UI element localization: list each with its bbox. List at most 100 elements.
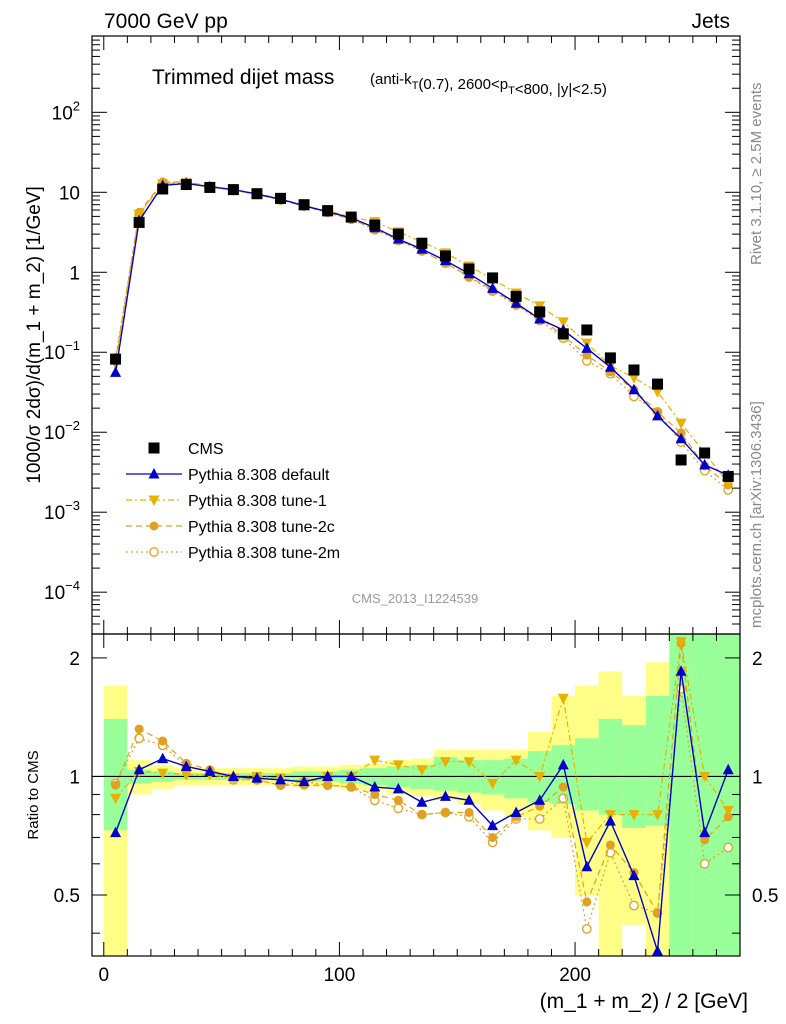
legend-marker-1 [148, 468, 160, 479]
ratio-point-2-26 [723, 812, 733, 822]
ratio-point-0-19 [557, 758, 569, 770]
ratio-frame [91, 633, 741, 957]
upper-point-1-24 [675, 432, 687, 444]
upper-point-0-21 [604, 352, 616, 364]
ratio-point-0-23 [652, 945, 664, 956]
ratio-point-1-24 [675, 637, 687, 648]
legend-marker-3 [149, 521, 159, 531]
ratio-point-2-1 [134, 724, 144, 734]
header-right: Jets [691, 10, 730, 33]
upper-point-0-22 [628, 364, 640, 376]
band-inner-17 [504, 758, 528, 799]
upper-y-tick-label: 10−3 [44, 498, 80, 524]
upper-series-line-3 [114, 181, 729, 486]
ratio-series-0 [110, 665, 734, 956]
legend-item-1: Pythia 8.308 default [126, 467, 330, 484]
ratio-point-0-6 [251, 772, 263, 783]
legend-item-2: Pythia 8.308 tune-1 [126, 493, 327, 510]
ratio-point-1-13 [416, 765, 428, 776]
upper-point-0-20 [581, 324, 593, 336]
band-inner-20 [575, 738, 599, 811]
ratio-point-3-12 [393, 803, 404, 814]
upper-point-0-0 [110, 353, 122, 365]
ratio-point-2-25 [700, 835, 710, 845]
ratio-point-0-2 [157, 752, 169, 764]
upper-y-axis-label: 1000/σ 2dσ)/d(m_1 + m_2) [1/GeV] [24, 186, 45, 484]
upper-point-0-4 [204, 181, 216, 193]
legend-item-4: Pythia 8.308 tune-2m [126, 545, 340, 562]
side-label-mcplots: mcplots.cern.ch [arXiv:1306.3436] [748, 401, 765, 628]
upper-point-0-15 [463, 263, 475, 275]
x-tick-label: 0 [98, 965, 109, 986]
ratio-point-0-1 [133, 763, 145, 775]
ratio-point-2-21 [605, 840, 615, 850]
main-subtitle: (anti-kT(0.7), 2600<pT<800, |y|<2.5) [370, 71, 607, 98]
axes-layer: 0 100 200 10−4 10−3 10−2 10−1 1 10 102 0.5 0.5 1 1 2 2 [44, 35, 778, 986]
ratio-point-0-26 [722, 763, 734, 775]
ratio-point-2-15 [464, 807, 474, 817]
ratio-y-tick-label-left: 0.5 [54, 886, 80, 907]
upper-point-0-1 [133, 216, 145, 228]
ratio-point-0-11 [369, 781, 381, 792]
upper-point-1-20 [581, 342, 593, 353]
upper-point-0-17 [510, 290, 522, 302]
ratio-point-1-17 [510, 755, 522, 767]
ratio-point-1-26 [722, 805, 734, 817]
upper-point-2-24 [675, 418, 687, 430]
legend-label-3: Pythia 8.308 tune-2c [188, 519, 335, 536]
x-tick-label: 100 [324, 965, 356, 986]
ratio-point-1-0 [110, 793, 122, 805]
upper-point-0-2 [157, 183, 169, 195]
ratio-point-0-12 [392, 782, 404, 794]
upper-point-0-11 [369, 219, 381, 231]
legend-marker-4 [149, 547, 159, 557]
upper-y-tick-label: 10−2 [44, 418, 80, 444]
ratio-point-0-10 [345, 770, 357, 781]
ratio-point-1-15 [463, 757, 475, 768]
ratio-point-2-11 [370, 789, 380, 799]
ratio-point-0-25 [699, 826, 711, 838]
ratio-point-1-11 [369, 755, 381, 767]
upper-point-0-19 [557, 328, 569, 340]
ratio-point-2-2 [158, 736, 168, 746]
upper-point-1-18 [534, 313, 546, 324]
upper-y-tick-label: 1 [69, 263, 80, 284]
watermark: CMS_2013_I1224539 [352, 591, 479, 606]
upper-y-tick-label: 10−4 [44, 578, 80, 604]
main-title: Trimmed dijet mass [152, 66, 334, 89]
ratio-point-0-8 [298, 775, 310, 787]
ratio-y-tick-label-right: 2 [752, 649, 763, 670]
x-tick-label: 200 [559, 965, 591, 986]
legend: CMS Pythia 8.308 default Pythia 8.308 tune… [126, 441, 340, 562]
ratio-point-1-18 [534, 771, 546, 783]
ratio-point-1-2 [157, 768, 169, 780]
ratio-point-1-23 [652, 810, 664, 821]
upper-series-line-1 [114, 182, 729, 476]
ratio-point-2-20 [582, 897, 592, 907]
ratio-point-2-23 [653, 908, 663, 918]
ratio-point-0-9 [322, 770, 334, 781]
header-left: 7000 GeV pp [104, 10, 228, 33]
upper-point-0-24 [675, 454, 687, 466]
ratio-y-tick-label-right: 1 [752, 767, 763, 788]
upper-point-0-14 [439, 250, 451, 262]
upper-point-2-22 [628, 373, 640, 384]
band-inner-23 [645, 696, 670, 826]
upper-point-1-23 [652, 409, 664, 421]
ratio-point-0-20 [581, 860, 593, 872]
ratio-y-tick-label-left: 1 [69, 767, 80, 788]
ratio-point-1-14 [439, 757, 451, 768]
ratio-point-2-10 [346, 782, 356, 792]
ratio-point-2-13 [417, 810, 427, 820]
upper-point-0-10 [345, 211, 357, 223]
ratio-point-0-13 [416, 796, 428, 807]
band-inner-0 [103, 718, 128, 831]
upper-point-0-18 [534, 306, 546, 318]
band-inner-24 [669, 634, 693, 956]
upper-point-0-12 [392, 228, 404, 240]
ratio-point-3-25 [699, 858, 710, 869]
ratio-y-tick-label-right: 0.5 [752, 886, 778, 907]
ratio-point-1-12 [392, 760, 404, 771]
upper-y-tick-label: 10 [59, 183, 80, 204]
band-inner-16 [480, 760, 505, 795]
